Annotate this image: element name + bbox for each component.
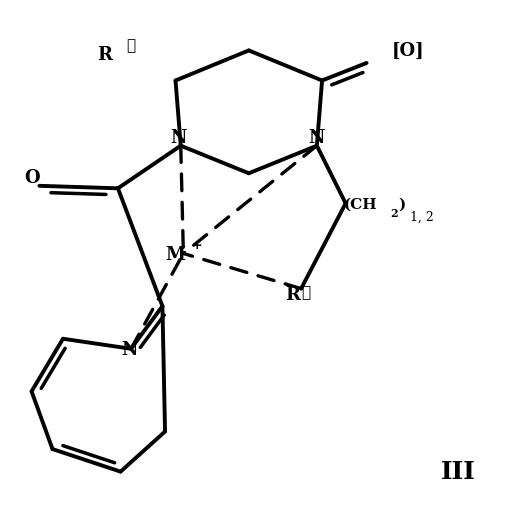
- Text: 米: 米: [126, 38, 135, 53]
- Text: +: +: [191, 239, 202, 252]
- Text: [O]: [O]: [392, 42, 425, 59]
- Text: N: N: [170, 129, 186, 147]
- Text: N: N: [308, 129, 325, 147]
- Text: M: M: [166, 245, 186, 264]
- Text: O: O: [24, 169, 39, 187]
- Text: III: III: [441, 460, 476, 484]
- Text: R: R: [286, 285, 300, 304]
- Text: 1, 2: 1, 2: [410, 211, 434, 224]
- Text: R: R: [97, 47, 112, 64]
- Text: N: N: [122, 341, 138, 359]
- Text: (CH: (CH: [344, 197, 378, 211]
- Text: 米: 米: [301, 285, 310, 300]
- Text: 2: 2: [390, 208, 398, 219]
- Text: ): ): [398, 197, 406, 211]
